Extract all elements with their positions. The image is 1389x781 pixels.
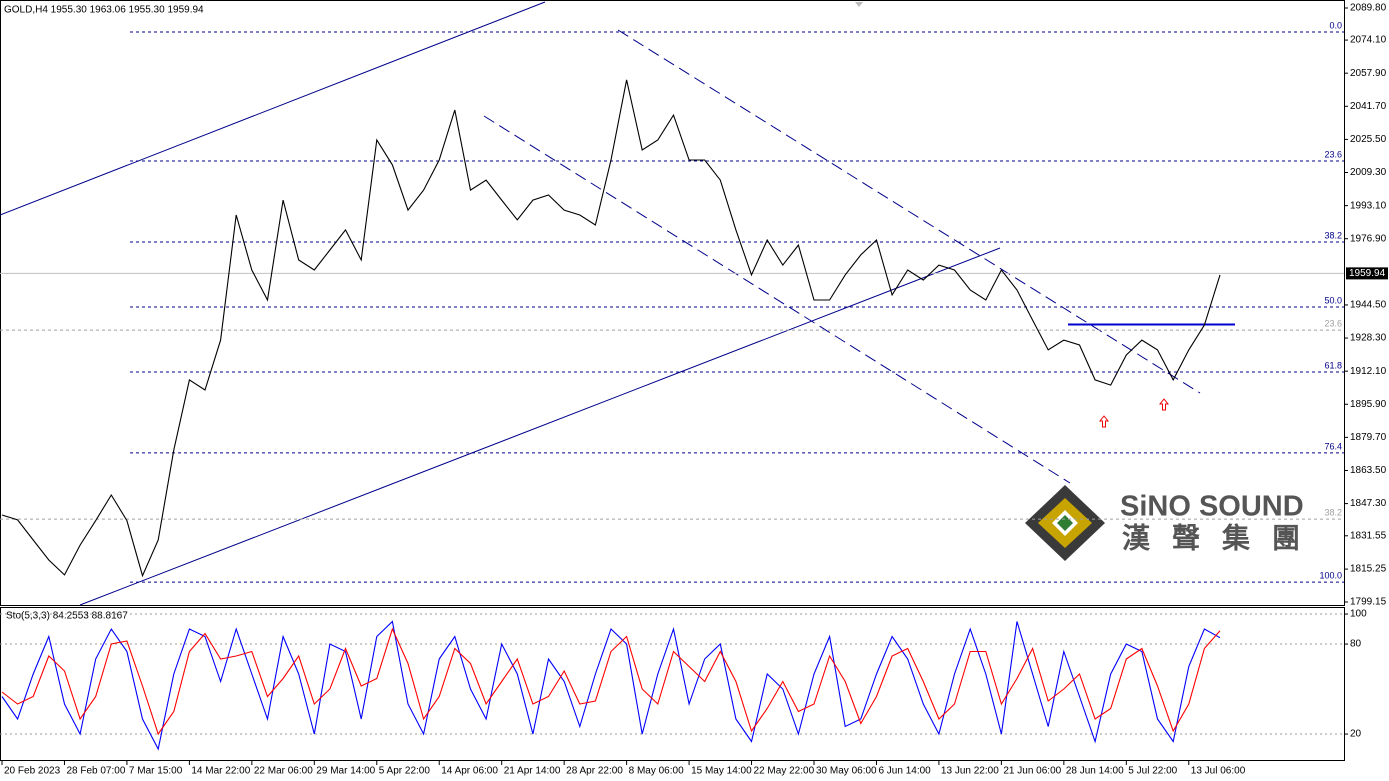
channel-line	[0, 1, 546, 216]
x-tick-label: 15 May 14:00	[691, 766, 752, 777]
y-tick-label: 80	[1350, 639, 1362, 650]
x-tick-label: 6 Jun 14:00	[878, 766, 931, 777]
series-line	[1, 620, 1221, 751]
stochastic-panel-frame	[0, 607, 1345, 761]
shift-marker	[855, 2, 863, 7]
x-tick-label: 28 Feb 07:00	[66, 766, 125, 777]
price-panel-frame	[0, 0, 1345, 606]
logo-name: SiNO SOUND	[1120, 491, 1304, 523]
series-line	[1, 627, 1221, 736]
x-tick-label: 21 Jun 06:00	[1003, 766, 1061, 777]
fib-level-label: 23.6	[1324, 318, 1342, 328]
x-tick-label: 21 Apr 14:00	[504, 766, 561, 777]
y-tick-label: 2074.10	[1350, 35, 1387, 46]
fib-level-label: 23.6	[1324, 149, 1342, 159]
y-tick-label: 1895.90	[1350, 399, 1387, 410]
y-tick-label: 2041.70	[1350, 101, 1387, 112]
fib-level-label: 100.0	[1319, 570, 1342, 580]
y-tick-label: 1944.50	[1350, 300, 1387, 311]
y-tick-label: 1993.10	[1350, 200, 1387, 211]
y-tick-label: 1928.30	[1350, 333, 1387, 344]
x-tick-label: 29 Mar 14:00	[316, 766, 375, 777]
y-tick-label: 1863.50	[1350, 465, 1387, 476]
y-tick-label: 2089.80	[1350, 3, 1387, 14]
y-tick-label: 2025.50	[1350, 134, 1387, 145]
y-tick-label: 20	[1350, 729, 1362, 740]
x-tick-label: 14 Mar 22:00	[191, 766, 250, 777]
current-price-box	[1346, 267, 1388, 280]
drawings	[0, 1, 1235, 606]
x-tick-label: 22 Mar 06:00	[254, 766, 313, 777]
fib-level-label: 61.8	[1324, 360, 1342, 370]
fib-level-label: 50.0	[1324, 295, 1342, 305]
y-tick-label: 1847.30	[1350, 498, 1387, 509]
chart-title: GOLD,H4 1955.30 1963.06 1955.30 1959.94	[4, 5, 204, 16]
logo-chinese: 漢聲集團	[1122, 522, 1322, 553]
y-tick-label: 1912.10	[1350, 366, 1387, 377]
y-tick-label: 100	[1350, 609, 1367, 620]
y-tick-label: 1799.15	[1350, 597, 1387, 608]
trend-line	[617, 29, 1201, 394]
fib-level-label: 38.2	[1324, 507, 1342, 517]
arrow-up	[1158, 398, 1170, 411]
y-tick-label: 1976.90	[1350, 233, 1387, 244]
x-tick-label: 5 Jul 22:00	[1128, 766, 1177, 777]
fib-level-label: 38.2	[1324, 230, 1342, 240]
trend-line	[483, 115, 1071, 484]
y-tick-label: 2057.90	[1350, 68, 1387, 79]
x-tick-label: 13 Jul 06:00	[1191, 766, 1246, 777]
fib-level-label: 76.4	[1324, 441, 1342, 451]
x-tick-label: 30 May 06:00	[816, 766, 877, 777]
x-tick-label: 28 Jun 14:00	[1066, 766, 1124, 777]
x-tick-label: 22 May 22:00	[754, 766, 815, 777]
x-tick-label: 20 Feb 2023	[4, 766, 61, 777]
y-tick-label: 1879.70	[1350, 432, 1387, 443]
x-tick-label: 14 Apr 06:00	[441, 766, 498, 777]
x-tick-label: 8 May 06:00	[629, 766, 684, 777]
series-line	[1, 79, 1221, 578]
indicator-title: Sto(5,3,3) 84.2553 88.8167	[6, 611, 128, 622]
x-tick-label: 5 Apr 22:00	[379, 766, 431, 777]
logo: SiNO SOUND 漢聲集團	[1025, 485, 1322, 561]
x-tick-label: 7 Mar 15:00	[129, 766, 183, 777]
y-tick-label: 2009.30	[1350, 167, 1387, 178]
arrow-up	[1098, 415, 1110, 428]
x-tick-label: 28 Apr 22:00	[566, 766, 623, 777]
current-price-label: 1959.94	[1349, 268, 1386, 279]
fib-level-label: 0.0	[1329, 20, 1342, 30]
x-tick-label: 13 Jun 22:00	[941, 766, 999, 777]
channel-line	[79, 247, 1001, 606]
y-tick-label: 1831.55	[1350, 530, 1387, 541]
y-tick-label: 1815.25	[1350, 564, 1387, 575]
